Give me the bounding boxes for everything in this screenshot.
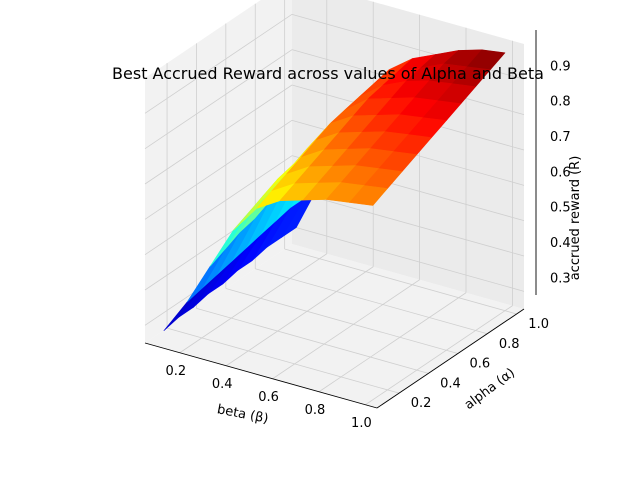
y-tick-label: 0.8	[499, 337, 520, 352]
x-tick-label: 0.6	[258, 390, 279, 405]
grid-line-side-z	[144, 120, 293, 220]
x-tick-label: 0.8	[305, 403, 326, 418]
y-axis-label: alpha (α)	[462, 365, 518, 412]
grid-line-side-z	[144, 84, 293, 185]
grid-line-floor-y	[284, 248, 517, 315]
grid-line-floor-x	[272, 279, 420, 380]
y-tick-label: 0.2	[411, 396, 432, 411]
z-tick-label: 0.9	[550, 59, 571, 74]
grid-line-side-z	[144, 49, 293, 149]
grid-line-back-z	[291, 225, 525, 292]
y-tick-label: 1.0	[528, 317, 549, 332]
y-tick-label: 0.6	[470, 357, 491, 372]
x-axis-line	[144, 342, 378, 409]
tick-labels: 0.2 0.4 0.6 0.8 1.0 0.2 0.4 0.6 0.8 1.0 0.3 0.4 0.5 0…	[165, 59, 570, 430]
z-tick-label: 0.5	[550, 201, 571, 216]
y-tick-label: 0.4	[440, 376, 461, 391]
grid-line-floor-y	[196, 307, 429, 374]
axis-lines	[144, 30, 537, 409]
z-tick-label: 0.4	[550, 236, 571, 251]
chart-title: Best Accrued Reward across values of Alp…	[112, 64, 544, 83]
grid-line-side-z	[144, 14, 293, 114]
grid-line-floor-y	[225, 288, 458, 354]
grid-line-floor-y	[166, 327, 400, 394]
x-axis-label: beta (β)	[216, 402, 270, 427]
z-tick-label: 0.3	[550, 271, 571, 286]
x-tick-label: 0.4	[212, 377, 233, 392]
y-axis-line	[376, 308, 525, 409]
z-axis-label: accrued reward (R)	[568, 156, 583, 281]
z-tick-label: 0.6	[550, 165, 571, 180]
x-tick-label: 1.0	[351, 416, 372, 431]
grid-line-floor-x	[365, 305, 513, 406]
floor-pane	[145, 244, 524, 408]
grid-line-floor-x	[318, 292, 467, 393]
reward-surface	[163, 49, 506, 332]
z-tick-label: 0.7	[550, 130, 571, 145]
grid-line-floor-x	[179, 253, 328, 354]
grid-line-back-z	[291, 190, 525, 257]
grid-line-floor-x	[225, 266, 374, 367]
surface-face	[349, 185, 388, 206]
x-tick-label: 0.2	[165, 364, 186, 379]
z-tick-label: 0.8	[550, 95, 571, 110]
grid-line-side-z	[144, 155, 293, 255]
grid-line-floor-y	[255, 268, 488, 335]
